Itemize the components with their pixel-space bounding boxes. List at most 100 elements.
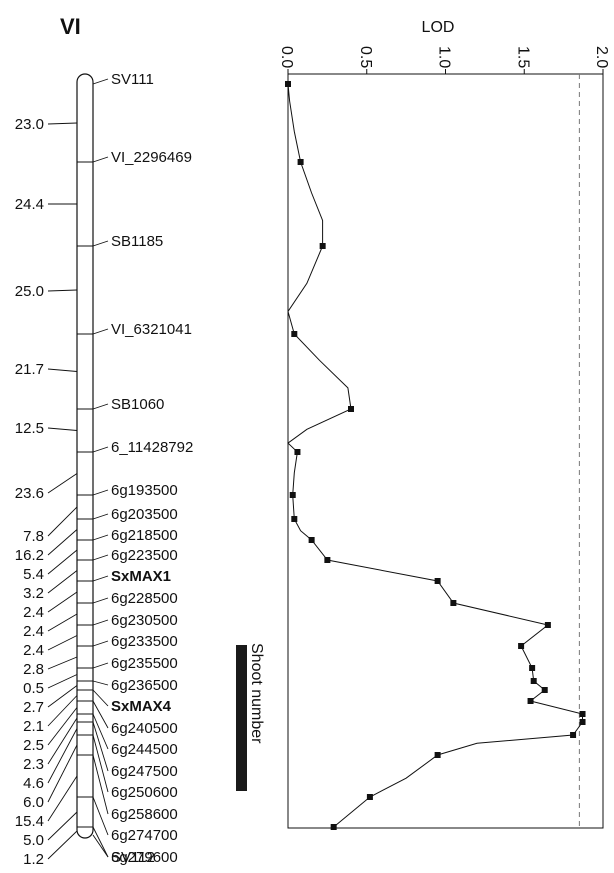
lod-point (291, 516, 298, 522)
chromosome-bar (76, 73, 94, 839)
lod-point (518, 643, 525, 649)
marker-label: 6g203500 (111, 506, 178, 523)
lod-point (289, 492, 296, 498)
marker-leader (92, 700, 109, 729)
interval-distance-label: 2.5 (23, 737, 44, 754)
marker-leader (92, 640, 109, 647)
lod-point (291, 331, 298, 337)
marker-leader (92, 721, 109, 772)
interval-distance-label: 2.3 (23, 756, 44, 773)
marker-label: SxMAX4 (111, 698, 172, 715)
lod-point (324, 557, 331, 563)
lod-point (530, 678, 537, 684)
interval-leader (47, 685, 78, 708)
lod-point (348, 406, 354, 412)
interval-leader (47, 368, 78, 372)
marker-label: 6g244500 (111, 741, 178, 758)
marker-label: 6g240500 (111, 720, 178, 737)
marker-leader (92, 826, 109, 858)
marker-label: 6g258600 (111, 806, 178, 823)
interval-leader (47, 775, 78, 822)
marker-leader (92, 713, 109, 750)
x-tick-label: 2.0 (593, 46, 610, 68)
x-tick-label: 1.0 (436, 46, 453, 68)
interval-leader (47, 717, 78, 765)
interval-leader (47, 122, 78, 125)
interval-distance-label: 16.2 (15, 547, 44, 564)
lod-point (579, 711, 586, 717)
lod-point (450, 600, 457, 606)
x-axis-label: LOD (422, 19, 455, 36)
marker-label: 6g233500 (111, 633, 178, 650)
marker-leader (92, 662, 109, 669)
marker-label: 6g236500 (111, 677, 178, 694)
marker-label: 6g230500 (111, 612, 178, 629)
marker-label: 6_11428792 (111, 439, 193, 456)
interval-leader (47, 728, 78, 784)
marker-leader (92, 597, 109, 604)
interval-leader (47, 744, 78, 803)
interval-distance-label: 15.4 (15, 813, 44, 830)
marker-label: SB1060 (111, 396, 164, 413)
interval-distance-label: 5.0 (23, 832, 44, 849)
interval-leader (47, 529, 78, 556)
interval-distance-label: 25.0 (15, 283, 44, 300)
interval-distance-label: 2.1 (23, 718, 44, 735)
interval-distance-label: 24.4 (15, 196, 44, 213)
interval-leader (47, 656, 78, 670)
marker-label: 6g247500 (111, 763, 178, 780)
lod-point (579, 719, 586, 725)
marker-label: VI_2296469 (111, 149, 192, 166)
lod-point (541, 687, 548, 693)
lod-point (319, 243, 326, 249)
marker-group: SV111 VI_2296469 SB1185 VI_6321041 SB1060 6_1… (77, 71, 193, 866)
x-tick-label: 0.5 (357, 46, 374, 68)
interval-leader (47, 613, 78, 632)
interval-leader (47, 506, 78, 537)
interval-distance-label: 2.7 (23, 699, 44, 716)
interval-leader (47, 830, 78, 860)
marker-leader (92, 328, 109, 335)
interval-distance-label: 4.6 (23, 775, 44, 792)
marker-leader (92, 734, 109, 793)
lod-point (544, 622, 551, 628)
interval-leader (47, 570, 78, 594)
marker-label: SB1185 (111, 233, 163, 250)
interval-distance-label: 0.5 (23, 680, 44, 697)
marker-label: 6g250600 (111, 784, 178, 801)
marker-leader (92, 534, 109, 541)
marker-leader (92, 513, 109, 520)
interval-leader (47, 674, 78, 689)
marker-label: VI_6321041 (111, 321, 192, 338)
interval-distance-label: 2.4 (23, 642, 44, 659)
x-tick-label: 1.5 (514, 46, 531, 68)
interval-distance-label: 2.4 (23, 604, 44, 621)
lod-point (285, 81, 291, 87)
lod-point (366, 794, 373, 800)
interval-distance-label: 21.7 (15, 361, 44, 378)
interval-leader (47, 427, 78, 431)
marker-leader (92, 834, 109, 858)
marker-label: 6g218500 (111, 527, 178, 544)
marker-leader (92, 78, 109, 85)
lod-point (294, 449, 301, 455)
lod-point (570, 732, 577, 738)
interval-distance-label: 23.6 (15, 485, 44, 502)
lod-point (529, 665, 536, 671)
marker-leader (92, 489, 109, 496)
interval-leader (47, 591, 78, 613)
marker-leader (92, 446, 109, 453)
interval-leader (47, 695, 78, 727)
lod-point (330, 824, 337, 830)
marker-label: 6g235500 (111, 655, 178, 672)
marker-leader (92, 754, 109, 815)
lod-point (434, 752, 441, 758)
marker-label: 6g274700 (111, 827, 178, 844)
lod-marker-points (285, 81, 586, 830)
interval-leader (47, 707, 78, 746)
interval-distance-label: 5.4 (23, 566, 44, 583)
marker-leader (92, 156, 109, 163)
marker-leader (92, 680, 109, 686)
marker-leader (92, 403, 109, 410)
